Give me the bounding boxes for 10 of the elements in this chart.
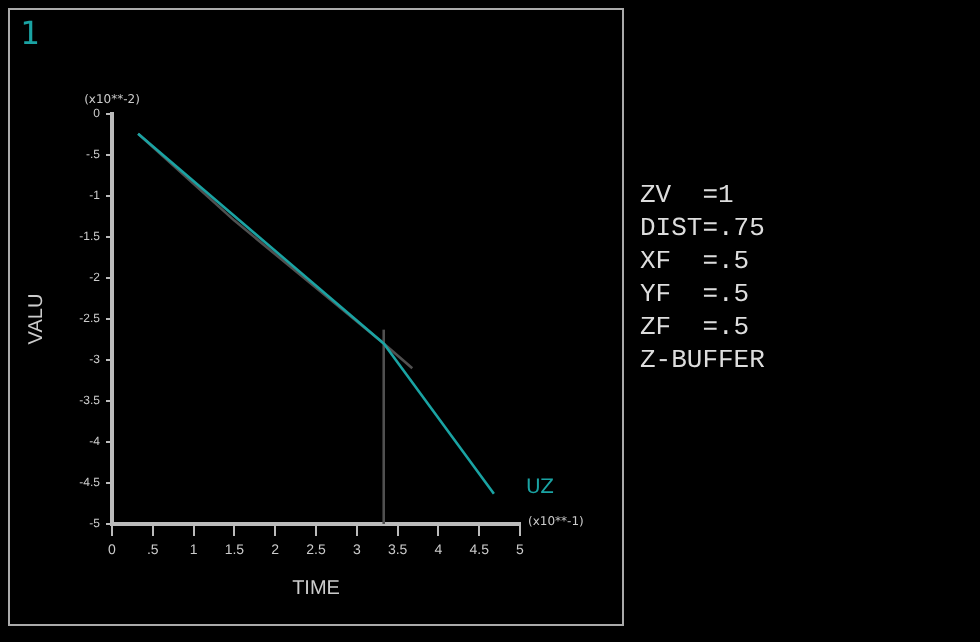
text: ZV =1 bbox=[640, 179, 735, 210]
x-axis-title: TIME bbox=[292, 577, 341, 600]
series-label: UZ bbox=[525, 476, 555, 499]
text: 1 bbox=[20, 14, 40, 53]
text: ZF =.5 bbox=[640, 311, 750, 342]
y-axis-title: VALU bbox=[25, 293, 48, 345]
text: XF =.5 bbox=[640, 245, 750, 276]
text: Z-BUFFER bbox=[640, 344, 766, 375]
text: YF =.5 bbox=[640, 278, 750, 309]
text: DIST=.75 bbox=[640, 212, 765, 243]
